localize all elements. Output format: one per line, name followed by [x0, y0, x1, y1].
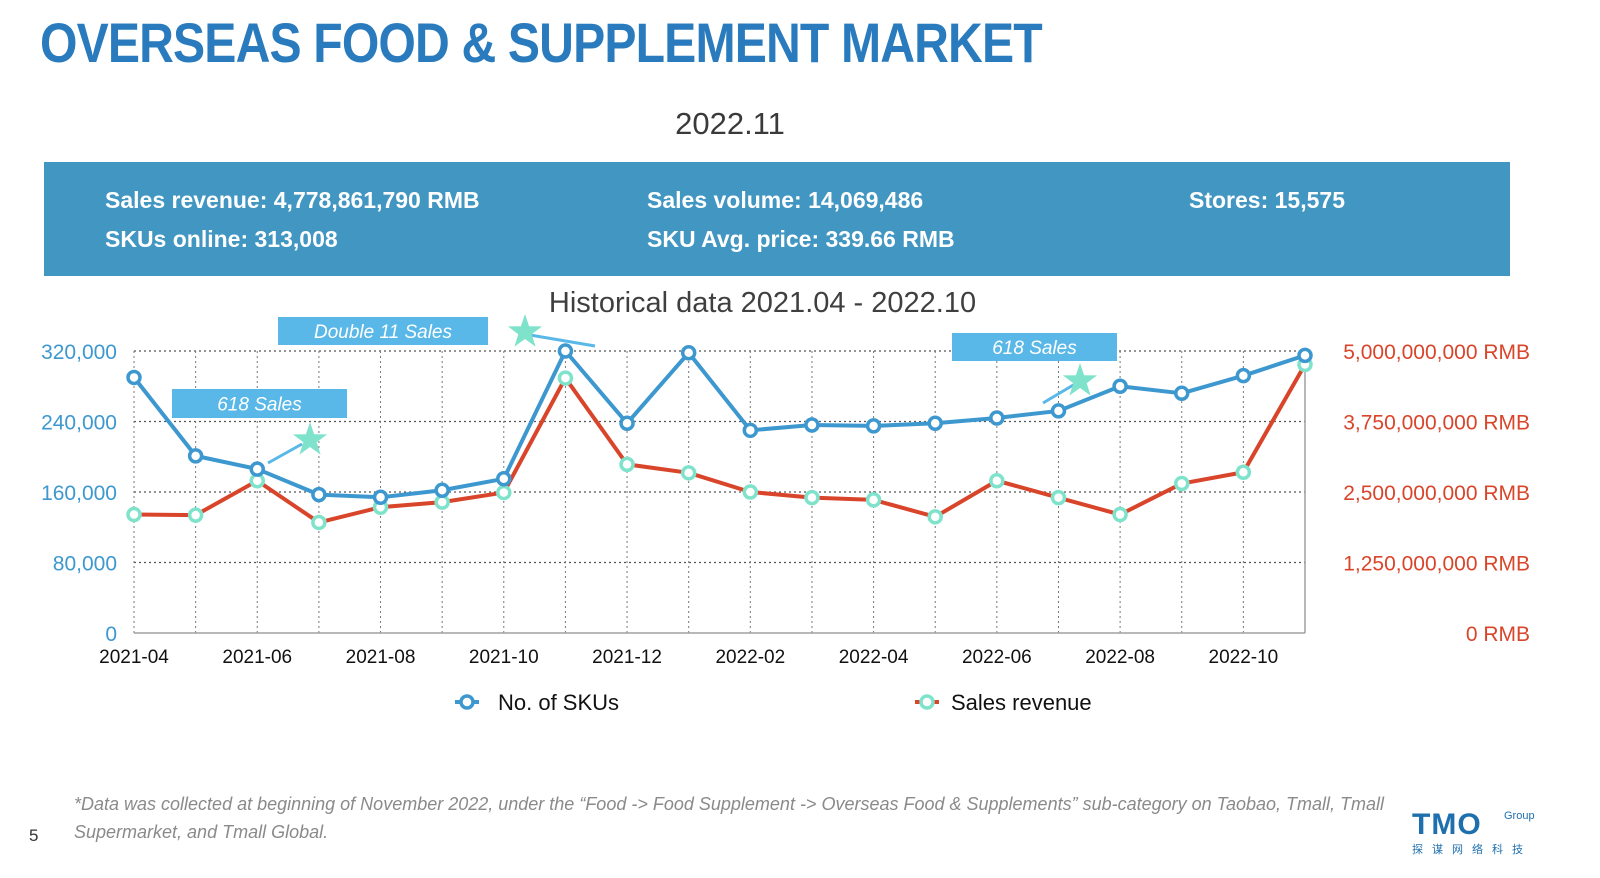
legend-marker-no-of-skus: [459, 694, 475, 710]
point-no-of-skus: [1235, 367, 1252, 384]
y-left-tick-label: 0: [105, 623, 117, 646]
point-no-of-skus: [249, 461, 266, 477]
x-tick-label: 2022-08: [1085, 647, 1155, 668]
logo-wordmark: TMO: [1412, 808, 1482, 841]
y-left-tick-label: 160,000: [41, 482, 117, 505]
point-no-of-skus: [1112, 378, 1128, 394]
x-tick-label: 2022-02: [715, 647, 785, 668]
point-sales-revenue: [1050, 489, 1067, 506]
x-tick-label: 2021-04: [99, 647, 169, 668]
annotation-connector: [267, 442, 303, 465]
point-no-of-skus: [1050, 403, 1067, 419]
x-tick-label: 2022-10: [1209, 647, 1279, 668]
chart-title: Historical data 2021.04 - 2022.10: [548, 287, 977, 319]
point-sales-revenue: [496, 484, 512, 501]
point-sales-revenue: [311, 514, 327, 531]
y-right-tick-label: 5,000,000,000 RMB: [1343, 341, 1530, 364]
point-no-of-skus: [1173, 385, 1190, 402]
point-sales-revenue: [1112, 506, 1128, 523]
y-left-tick-label: 320,000: [41, 341, 117, 364]
point-sales-revenue: [557, 370, 574, 386]
point-sales-revenue: [1235, 464, 1252, 481]
point-sales-revenue: [742, 484, 759, 500]
annotation-label: 618 Sales: [992, 338, 1077, 359]
annotation-box: [278, 317, 488, 345]
stat-sales-volume: Sales volume: 14,069,486: [647, 187, 924, 213]
y-right-tick-label: 1,250,000,000 RMB: [1343, 553, 1530, 576]
point-sales-revenue: [1173, 475, 1190, 492]
footnote: *Data was collected at beginning of Nove…: [74, 794, 1385, 842]
point-no-of-skus: [496, 471, 512, 487]
annotation-box: [172, 389, 347, 418]
point-no-of-skus: [187, 448, 204, 464]
point-sales-revenue: [927, 509, 943, 525]
point-sales-revenue: [187, 507, 204, 523]
page-title: OVERSEAS FOOD & SUPPLEMENT MARKET: [40, 11, 1043, 74]
point-no-of-skus: [804, 417, 820, 433]
line-chart: 0 80,000 160,000 240,000 320,000 0 RMB 1,250,0…: [41, 314, 1530, 715]
point-no-of-skus: [989, 410, 1005, 426]
point-no-of-skus: [619, 415, 635, 432]
point-no-of-skus: [372, 489, 389, 506]
annotation-label: 618 Sales: [217, 395, 302, 416]
stat-stores: Stores: 15,575: [1189, 187, 1345, 213]
stats-banner: Sales revenue: 4,778,861,790 RMB Sales v…: [44, 162, 1510, 276]
point-no-of-skus: [434, 482, 450, 498]
x-tick-label: 2021-08: [346, 647, 416, 668]
point-no-of-skus: [126, 369, 142, 386]
point-no-of-skus: [742, 422, 759, 439]
stat-skus-online: SKUs online: 313,008: [105, 226, 338, 252]
logo-chinese-name: 探谋网络科技: [1412, 844, 1532, 856]
legend-marker-sales-revenue: [919, 694, 935, 710]
y-left-tick-label: 240,000: [41, 412, 117, 435]
annotation-star-icon: [507, 314, 543, 347]
company-logo: TMO Group 探谋网络科技: [1410, 808, 1550, 858]
point-sales-revenue: [865, 492, 882, 508]
point-sales-revenue: [126, 506, 142, 523]
logo-group-text: Group: [1504, 810, 1535, 822]
x-tick-label: 2021-06: [222, 647, 292, 668]
point-no-of-skus: [1297, 347, 1313, 364]
legend-label-no-of-skus: No. of SKUs: [498, 690, 619, 715]
legend-label-sales-revenue: Sales revenue: [951, 690, 1092, 715]
annotation-star-icon: [1062, 363, 1098, 396]
y-right-tick-label: 3,750,000,000 RMB: [1343, 412, 1530, 435]
annotation-connector: [1042, 382, 1076, 405]
point-sales-revenue: [989, 472, 1005, 489]
stat-sku-avg-price: SKU Avg. price: 339.66 RMB: [647, 226, 955, 252]
stat-sales-revenue: Sales revenue: 4,778,861,790 RMB: [105, 187, 480, 213]
point-no-of-skus: [311, 486, 327, 503]
annotation-label: Double 11 Sales: [314, 322, 453, 343]
x-tick-label: 2022-06: [962, 647, 1032, 668]
series-line-sales-revenue: [133, 363, 1307, 525]
y-left-tick-label: 80,000: [53, 553, 117, 576]
point-sales-revenue: [680, 465, 697, 481]
point-no-of-skus: [865, 418, 882, 434]
point-no-of-skus: [680, 345, 697, 361]
x-tick-label: 2021-12: [592, 647, 662, 668]
y-right-tick-label: 2,500,000,000 RMB: [1343, 482, 1530, 505]
annotation-box: [952, 333, 1117, 361]
series-line-no-of-skus: [132, 349, 1306, 500]
report-period: 2022.11: [675, 106, 785, 141]
point-no-of-skus: [927, 415, 943, 432]
x-tick-label: 2022-04: [839, 647, 909, 668]
page-number: 5: [29, 826, 39, 845]
annotation-connector: [529, 333, 596, 348]
y-right-tick-label: 0 RMB: [1466, 623, 1530, 646]
point-sales-revenue: [619, 456, 635, 473]
annotation-star-icon: [292, 422, 328, 455]
point-sales-revenue: [804, 489, 820, 506]
point-no-of-skus: [557, 343, 574, 359]
x-tick-label: 2021-10: [469, 647, 539, 668]
